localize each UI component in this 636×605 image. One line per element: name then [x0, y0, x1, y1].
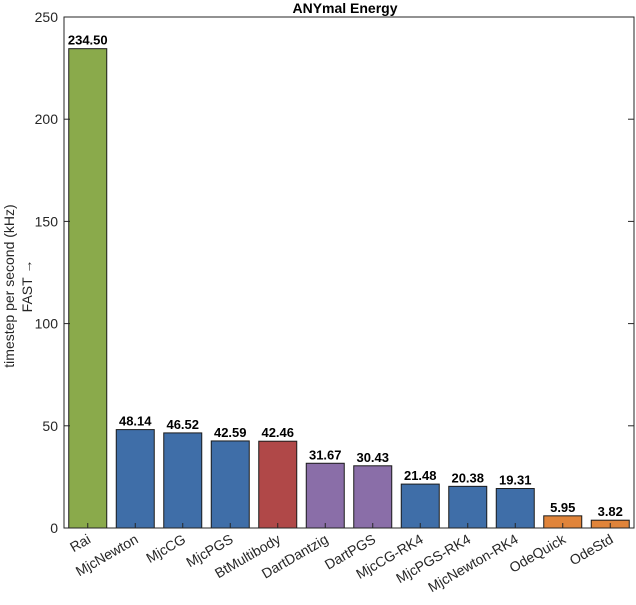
bar	[448, 485, 488, 529]
category-label: OdeStd	[567, 531, 616, 569]
bars-layer	[68, 48, 630, 529]
data-label: 42.59	[214, 425, 247, 440]
y-axis-label-fast: FAST →	[19, 260, 35, 313]
y-tick-label: 50	[42, 418, 58, 434]
data-label: 31.67	[309, 447, 342, 462]
data-label: 5.95	[550, 500, 575, 515]
y-axis-label: timestep per second (kHz)	[1, 204, 17, 367]
bar	[400, 483, 440, 529]
y-tick-label: 250	[35, 9, 59, 25]
data-label: 46.52	[166, 417, 199, 432]
bar	[495, 488, 535, 529]
bar	[115, 429, 155, 529]
y-tick-label: 200	[35, 111, 59, 127]
data-label: 48.14	[119, 414, 152, 429]
data-label: 42.46	[261, 425, 294, 440]
data-label: 234.50	[68, 33, 108, 48]
bar	[210, 440, 250, 529]
bar	[305, 462, 345, 529]
bar	[68, 48, 108, 529]
data-label: 3.82	[598, 504, 623, 519]
axes-layer: 0 50 100 150 200 250	[35, 9, 635, 536]
data-label: 20.38	[451, 470, 484, 485]
bar	[258, 440, 298, 529]
chart-title: ANYmal Energy	[292, 0, 397, 16]
y-tick-label: 100	[35, 316, 59, 332]
data-label: 19.31	[499, 473, 532, 488]
plot-frame	[63, 16, 635, 529]
bar	[163, 432, 203, 529]
category-label: Rai	[67, 531, 93, 555]
bar	[353, 465, 393, 529]
y-tick-label: 0	[50, 520, 58, 536]
category-label: MjcCG	[143, 531, 188, 566]
y-tick-label: 150	[35, 213, 59, 229]
data-label: 30.43	[356, 450, 389, 465]
data-label: 21.48	[404, 468, 437, 483]
